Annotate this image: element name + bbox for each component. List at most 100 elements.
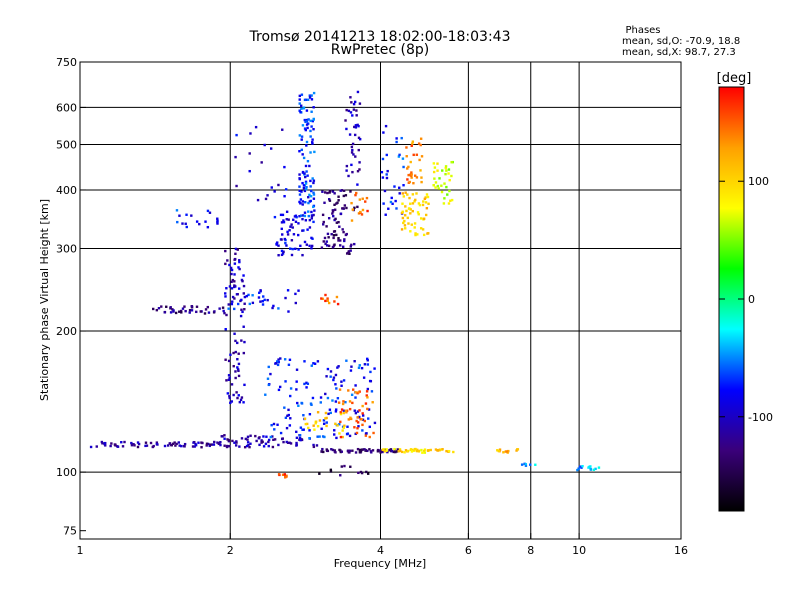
echo-point [308, 244, 311, 248]
echo-point [332, 234, 336, 237]
echo-point [289, 225, 292, 228]
echo-point [343, 238, 346, 241]
echo-point [234, 376, 237, 380]
echo-point [322, 240, 325, 243]
echo-point [401, 202, 404, 205]
echo-point [184, 309, 187, 313]
echo-point [403, 219, 406, 223]
echo-point [418, 203, 422, 207]
echo-point [183, 305, 186, 308]
echo-point [205, 442, 209, 445]
echo-point [419, 217, 423, 220]
echo-point [324, 417, 327, 420]
echo-point [425, 207, 429, 210]
echo-point [419, 143, 422, 147]
echo-point [273, 215, 277, 219]
echo-point [347, 449, 350, 453]
echo-point [345, 127, 348, 131]
echo-point [168, 442, 171, 445]
echo-point [308, 164, 311, 168]
echo-point [424, 196, 427, 199]
echo-point [209, 443, 212, 446]
echo-point [440, 184, 443, 187]
echo-point [450, 198, 454, 202]
echo-point [208, 211, 212, 214]
echo-point [228, 263, 231, 267]
echo-point [288, 441, 291, 444]
echo-point [239, 398, 243, 402]
echo-point [351, 208, 354, 211]
echo-point [266, 194, 269, 197]
echo-point [411, 142, 414, 145]
echo-point [297, 248, 300, 251]
echo-point [323, 191, 327, 194]
echo-point [299, 198, 303, 201]
echo-point [342, 230, 345, 234]
echo-point [227, 307, 230, 310]
echo-point [402, 195, 406, 198]
x-axis-label: Frequency [MHz] [334, 557, 426, 570]
echo-point [445, 185, 448, 189]
echo-point [225, 379, 228, 382]
echo-point [312, 193, 316, 196]
echo-point [192, 441, 195, 444]
echo-point [351, 388, 355, 391]
echo-point [321, 435, 325, 438]
echo-point [267, 365, 270, 369]
echo-point [271, 306, 274, 310]
echo-point [325, 416, 328, 420]
echo-point [395, 450, 399, 453]
echo-point [338, 423, 341, 426]
echo-point [277, 183, 280, 187]
echo-point [409, 212, 412, 215]
echo-point [326, 367, 330, 371]
echo-point [340, 408, 344, 411]
echo-point [286, 289, 290, 292]
echo-point [247, 293, 250, 297]
echo-point [452, 450, 455, 454]
echo-point [385, 176, 389, 180]
echo-point [328, 198, 331, 201]
echo-point [267, 440, 270, 444]
echo-point [367, 408, 371, 411]
echo-point [342, 400, 345, 403]
echo-point [354, 124, 358, 127]
echo-point [362, 376, 366, 379]
echo-point [402, 184, 405, 187]
echo-point [358, 415, 361, 419]
echo-point [249, 132, 252, 135]
echo-point [258, 436, 261, 439]
echo-point [589, 467, 592, 471]
echo-point [339, 435, 343, 439]
echo-point [350, 243, 353, 247]
colorbar-unit: [deg] [717, 71, 752, 86]
echo-point [443, 182, 446, 185]
echo-point [329, 468, 333, 472]
echo-point [441, 448, 444, 451]
echo-point [312, 106, 315, 109]
echo-point [312, 128, 315, 131]
echo-point [283, 473, 286, 476]
echo-point [402, 221, 405, 225]
echo-point [260, 161, 263, 164]
echo-point [302, 156, 306, 160]
echo-point [339, 412, 343, 416]
echo-point [420, 155, 424, 158]
echo-point [347, 418, 350, 421]
echo-point [227, 439, 230, 442]
echo-point [269, 147, 273, 150]
echo-point [368, 379, 372, 383]
echo-point [410, 450, 414, 453]
echo-point [443, 197, 446, 200]
echo-point [152, 444, 155, 448]
echo-point [295, 444, 298, 447]
echo-point [445, 449, 448, 453]
echo-point [334, 451, 337, 454]
echo-point [298, 94, 302, 98]
echo-point [415, 176, 419, 179]
echo-point [224, 295, 227, 298]
echo-point [359, 210, 362, 214]
echo-point [361, 404, 364, 408]
echo-point [238, 400, 242, 404]
echo-point [329, 370, 333, 373]
